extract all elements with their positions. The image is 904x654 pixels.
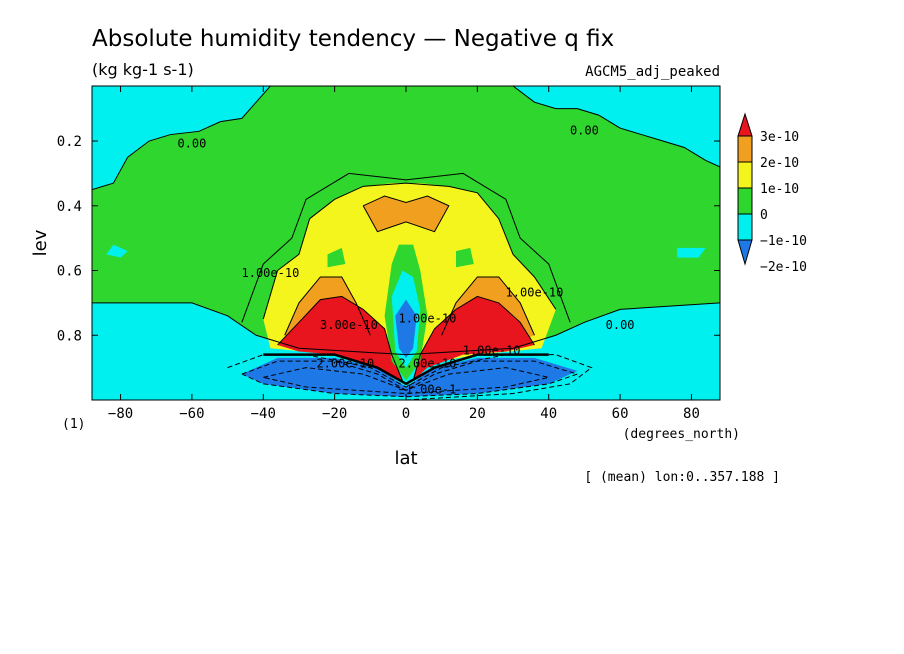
contour-label: 1.00e-10	[506, 285, 564, 299]
contour-2e-10-right	[441, 276, 535, 336]
mean-note: [ (mean) lon:0..357.188 ]	[584, 470, 780, 485]
contour-3e-10-left	[277, 295, 403, 381]
x-axis-units: (degrees_north)	[623, 427, 740, 442]
contour-label: 1.00e-10	[399, 311, 457, 325]
contour-label: 1.00e-10	[463, 344, 521, 358]
contour-neg-2	[241, 360, 579, 398]
y-axis-label: lev	[30, 229, 51, 256]
colorbar-swatch	[737, 213, 753, 241]
contour-label: 0.00	[606, 318, 635, 332]
colorbar-top-arrow	[737, 112, 753, 137]
contour-1e-10	[262, 182, 557, 320]
y-tick-label: 0.2	[57, 134, 82, 150]
contour-zero-right	[512, 86, 720, 168]
x-tick-label: −40	[251, 406, 276, 422]
contour-label: −1.00e-1	[399, 383, 457, 397]
contour-label: 1.00e-10	[242, 266, 300, 280]
y-tick-label: 0.4	[57, 199, 82, 215]
contour-label: 3.00e-10	[320, 318, 378, 332]
y-tick-label: 0.6	[57, 264, 82, 280]
contour-3e-10-right	[412, 295, 535, 381]
field-cyan-patch-right	[677, 247, 706, 258]
field-green-hole-left	[327, 247, 346, 268]
field-blue-column	[395, 299, 417, 358]
contour-neg-3	[263, 367, 549, 395]
colorbar-label: 2e-10	[760, 156, 799, 171]
chart-title: Absolute humidity tendency — Negative q …	[92, 26, 614, 52]
plot-area: 0.00 0.00 0.00 1.00e-10 1.00e-10 3.00e-10 1.00…	[91, 85, 721, 401]
colorbar-label: 3e-10	[760, 130, 799, 145]
dataset-label: AGCM5_adj_peaked	[585, 64, 720, 80]
x-tick-label: −60	[179, 406, 204, 422]
field-red-left	[277, 296, 403, 381]
colorbar-swatch	[737, 135, 753, 163]
field-negative-blue-base	[241, 357, 578, 397]
field-orange-top	[363, 196, 449, 232]
x-tick-label: 0	[402, 406, 410, 422]
colorbar-label: 1e-10	[760, 182, 799, 197]
x-tick-label: 20	[469, 406, 486, 422]
contour-2e-10-left	[284, 276, 371, 336]
colorbar-swatch	[737, 187, 753, 215]
colorbar-label: 0	[760, 208, 768, 223]
y-tick-label: 0.8	[57, 328, 82, 344]
x-tick-label: −20	[322, 406, 347, 422]
contour-base-thick	[263, 353, 549, 386]
contour-label: 2.00e-10	[399, 357, 457, 371]
contour-neg-1	[227, 354, 593, 400]
contour-label: 2.00e-10	[316, 357, 374, 371]
x-tick-label: 60	[612, 406, 629, 422]
x-axis-label: lat	[394, 448, 417, 469]
contour-2e-10-top	[362, 195, 450, 233]
contour-label: 0.00	[570, 124, 599, 138]
contour-zero-lower	[92, 302, 720, 356]
chart-units: (kg kg-1 s-1)	[92, 60, 194, 79]
colorbar-label: −1e-10	[760, 234, 807, 249]
x-tick-label: 40	[540, 406, 557, 422]
contour-label: 0.00	[177, 137, 206, 151]
colorbar: 3e-10 2e-10 1e-10 0 −1e-10 −2e-10	[737, 112, 807, 275]
x-tick-label: −80	[108, 406, 133, 422]
contour-positive-envelope	[241, 172, 571, 323]
y-axis-units: (1)	[62, 417, 85, 432]
x-tick-label: 80	[683, 406, 700, 422]
colorbar-label: −2e-10	[760, 260, 807, 275]
colorbar-swatch	[737, 161, 753, 189]
field-green-hole-right	[455, 247, 474, 268]
field-cyan-patch-left	[106, 244, 128, 258]
contour-zero-left	[92, 86, 271, 191]
colorbar-bottom-arrow	[737, 239, 753, 266]
field-red-right	[413, 296, 535, 381]
